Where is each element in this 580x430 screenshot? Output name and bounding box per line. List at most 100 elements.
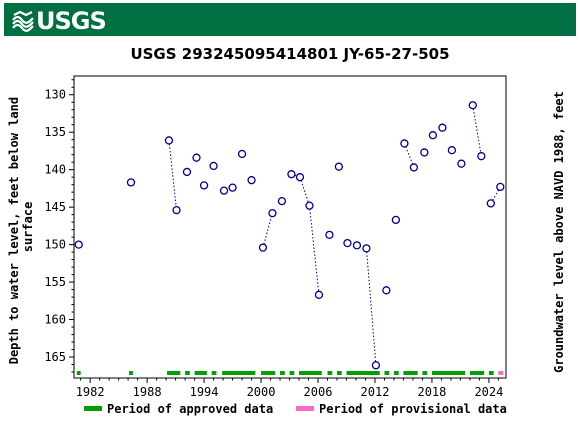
plot-frame — [73, 75, 507, 379]
approved-period-bar — [488, 371, 494, 375]
data-point — [400, 139, 409, 148]
approved-period-bar — [299, 371, 322, 375]
legend-label-provisional: Period of provisional data — [319, 402, 507, 416]
legend-label-approved: Period of approved data — [107, 402, 273, 416]
approved-period-bar — [403, 371, 418, 375]
data-point — [172, 205, 181, 215]
chart-title: USGS 293245095414801 JY-65-27-505 — [130, 45, 449, 63]
data-point — [438, 123, 447, 132]
data-points — [74, 101, 505, 370]
data-point — [182, 167, 192, 177]
data-point — [420, 148, 429, 157]
data-point — [362, 244, 371, 253]
approved-period-bar — [327, 371, 333, 375]
connector-line — [472, 105, 482, 157]
data-point — [382, 286, 391, 295]
connector-lines — [168, 105, 501, 366]
data-point — [334, 162, 344, 171]
data-point — [457, 159, 466, 168]
data-point — [496, 182, 505, 192]
data-point — [371, 361, 381, 370]
data-point — [447, 146, 457, 155]
approved-period-bar — [261, 371, 276, 375]
x-tick-label: 2018 — [417, 385, 446, 399]
data-point — [228, 183, 237, 192]
usgs-wave-icon — [12, 10, 34, 32]
x-axis: 1982 1988 1994 2000 2006 2012 2018 2024 — [76, 378, 503, 399]
approved-period-bar — [384, 371, 390, 375]
data-point — [192, 153, 201, 162]
approved-period-bar — [76, 371, 81, 375]
legend-swatch-provisional — [296, 406, 314, 411]
usgs-logo-text: USGS — [36, 7, 107, 35]
x-tick-label: 1988 — [133, 385, 162, 399]
y-left-tick-label: 140 — [44, 163, 66, 177]
x-tick-label: 1994 — [190, 385, 219, 399]
y-left-tick-label: 160 — [44, 313, 66, 327]
data-point — [428, 131, 438, 140]
data-point — [325, 230, 334, 240]
data-point — [486, 199, 495, 208]
approved-period-bar — [211, 371, 217, 375]
usgs-logo[interactable]: USGS — [12, 7, 107, 35]
legend: Period of approved data Period of provis… — [84, 402, 507, 416]
usgs-banner: USGS — [4, 3, 576, 36]
y-axis-left-title: Depth to water level, feet below land su… — [7, 90, 35, 365]
data-point — [409, 163, 419, 172]
data-point — [343, 238, 352, 248]
data-point — [295, 173, 305, 182]
data-point — [468, 101, 477, 110]
data-point — [391, 215, 401, 225]
data-point — [477, 152, 486, 161]
connector-line — [308, 205, 320, 295]
data-point — [287, 170, 296, 179]
data-point — [277, 196, 287, 206]
connector-line — [262, 213, 273, 248]
x-tick-label: 2006 — [304, 385, 333, 399]
approved-period-bar — [336, 371, 342, 375]
connector-line — [403, 143, 415, 168]
approved-period-bar — [393, 371, 399, 375]
data-point — [268, 208, 277, 218]
y-left-tick-label: 135 — [44, 125, 66, 139]
data-point — [258, 243, 268, 252]
approved-period-bar — [222, 371, 256, 375]
x-tick-label: 1982 — [76, 385, 105, 399]
y-left-tick-label: 130 — [44, 88, 66, 102]
x-tick-label: 2012 — [361, 385, 390, 399]
data-point — [247, 176, 256, 185]
data-point — [314, 290, 324, 299]
data-point — [219, 186, 229, 195]
y-left-tick-label: 165 — [44, 350, 66, 364]
approved-period-bar — [289, 371, 295, 375]
approved-period-bar — [346, 371, 380, 375]
approved-period-bar — [469, 371, 485, 375]
y-left-tick-label: 145 — [44, 200, 66, 214]
connector-line — [365, 248, 377, 366]
approved-period-bar — [185, 371, 190, 375]
approved-period-bar — [422, 371, 428, 375]
y-left-tick-label: 155 — [44, 275, 66, 289]
x-tick-label: 2000 — [247, 385, 276, 399]
data-point — [126, 178, 136, 187]
data-point — [237, 149, 247, 159]
provisional-period-bar — [498, 371, 504, 375]
data-point — [209, 161, 218, 171]
approved-period-bar — [280, 371, 285, 375]
period-bars — [76, 371, 504, 375]
approved-period-bar — [129, 371, 133, 375]
data-point — [352, 241, 362, 250]
data-point — [74, 240, 83, 249]
y-axis-left-title-line2: surface — [21, 202, 35, 253]
y-left-tick-label: 150 — [44, 238, 66, 252]
y-axis-left: 130 135 140 145 150 155 160 165 — [44, 79, 74, 373]
x-tick-label: 2024 — [474, 385, 503, 399]
approved-period-bar — [431, 371, 466, 375]
data-point — [199, 181, 209, 190]
approved-period-bar — [167, 371, 181, 375]
connector-line — [168, 140, 178, 211]
data-point — [164, 136, 174, 145]
legend-swatch-approved — [84, 406, 102, 411]
y-axis-left-title-line1: Depth to water level, feet below land — [7, 97, 21, 364]
